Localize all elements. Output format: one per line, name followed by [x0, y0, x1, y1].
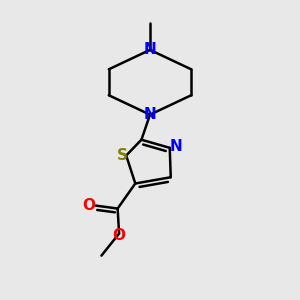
Text: N: N — [169, 139, 182, 154]
Text: N: N — [144, 42, 156, 57]
Text: N: N — [144, 107, 156, 122]
Text: O: O — [82, 198, 96, 213]
Text: S: S — [117, 148, 128, 163]
Text: O: O — [112, 227, 126, 242]
